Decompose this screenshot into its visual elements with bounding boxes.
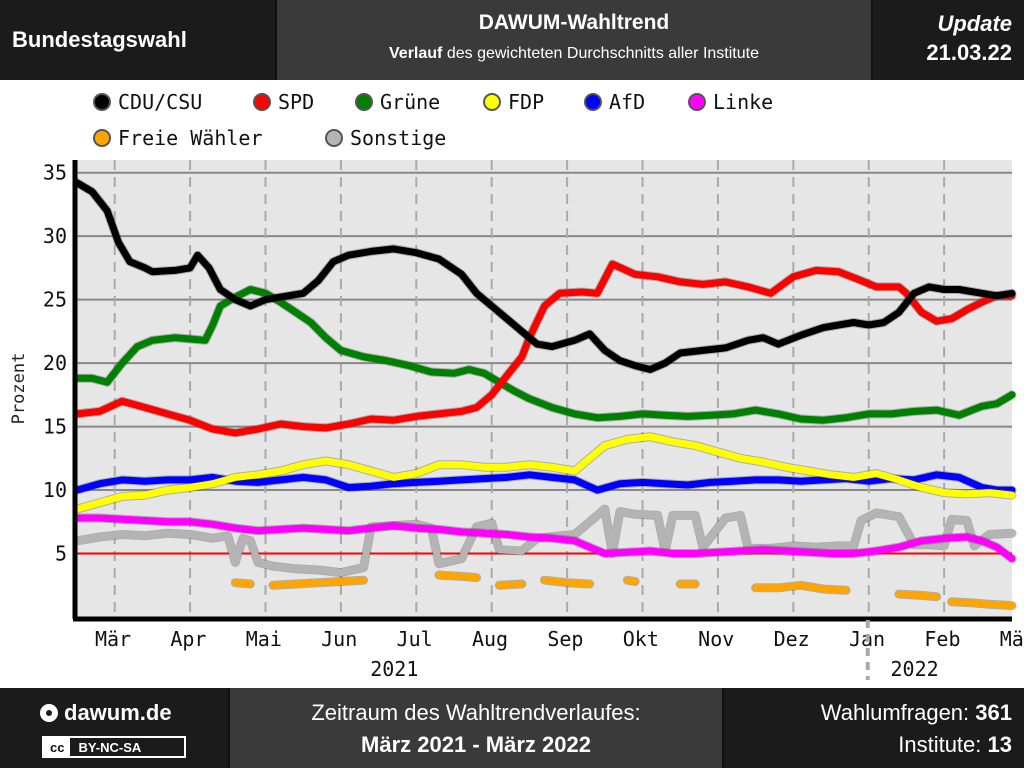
x-tick-label: Nov: [698, 627, 734, 651]
polls-value: 361: [975, 700, 1012, 725]
legend-label-linke: Linke: [713, 90, 773, 114]
cc-icon: cc: [44, 738, 71, 756]
update-label: Update: [937, 11, 1012, 36]
series-line-linke: [73, 514, 1016, 563]
legend-label-afd: AfD: [609, 90, 645, 114]
update-date: 21.03.22: [926, 40, 1012, 65]
trend-chart: 5 10 15 20 25 30 35 Prozent Mär Apr Mai Jun Jul Aug Se…: [9, 90, 1024, 681]
footer-left: dawum.de cc BY-NC-SA: [0, 688, 228, 768]
legend-label-fdp: FDP: [508, 90, 544, 114]
x-tick-label: Okt: [623, 627, 659, 651]
license-badge[interactable]: cc BY-NC-SA: [42, 736, 186, 758]
series-line-fdp: [73, 433, 1016, 513]
y-tick-label: 20: [43, 351, 67, 375]
y-tick-label: 35: [43, 161, 67, 185]
chart-title: DAWUM-Wahltrend: [478, 11, 670, 34]
y-tick-label: 10: [43, 478, 67, 502]
footer-right: Wahlumfragen: 361 Institute: 13: [724, 688, 1024, 768]
legend-marker-grüne: [355, 93, 373, 111]
legend-label-freie-wähler: Freie Wähler: [118, 126, 263, 150]
header-left: Bundestagswahl: [0, 0, 275, 80]
y-tick-label: 25: [43, 288, 67, 312]
x-tick-label: Dez: [774, 627, 810, 651]
header: Bundestagswahl DAWUM-Wahltrend Verlauf d…: [0, 0, 1024, 80]
legend-marker-sonstige: [325, 129, 343, 147]
legend-marker-cdu-csu: [93, 93, 111, 111]
dawum-logo-icon: [40, 704, 58, 722]
series-line-cdu-csu: [73, 179, 1016, 373]
footer: dawum.de cc BY-NC-SA Zeitraum des Wahltr…: [0, 688, 1024, 768]
year-label: 2021: [370, 657, 418, 681]
chart-subtitle: Verlauf des gewichteten Durchschnitts al…: [277, 45, 871, 63]
election-title: Bundestagswahl: [12, 27, 187, 52]
series-line-sonstige: [73, 505, 1016, 577]
license-text: BY-NC-SA: [78, 739, 142, 755]
period-value: März 2021 - März 2022: [361, 732, 591, 757]
year-label: 2022: [891, 657, 939, 681]
x-tick-label: Aug: [472, 627, 508, 651]
legend-label-sonstige: Sonstige: [350, 126, 446, 150]
x-tick-label: Apr: [170, 627, 206, 651]
x-tick-label: Jun: [321, 627, 357, 651]
y-tick-label: 30: [43, 224, 67, 248]
legend-label-grüne: Grüne: [380, 90, 440, 114]
institutes-value: 13: [987, 732, 1012, 757]
y-axis-label: Prozent: [9, 353, 29, 425]
legend-marker-linke: [688, 93, 706, 111]
legend-marker-afd: [584, 93, 602, 111]
series-line-spd: [73, 260, 1016, 437]
x-tick-label: Feb: [924, 627, 960, 651]
chart-subtitle-rest: des gewichteten Durchschnitts aller Inst…: [442, 45, 759, 62]
period-label: Zeitraum des Wahltrendverlaufes:: [311, 700, 641, 725]
legend-label-cdu-csu: CDU/CSU: [118, 90, 202, 114]
x-tick-label: Sep: [547, 627, 583, 651]
y-tick-label: 15: [43, 415, 67, 439]
series-line-freie-wähler: [231, 571, 1016, 610]
series-line-afd: [73, 471, 1016, 494]
x-tick-label: Mai: [246, 627, 282, 651]
polls-label: Wahlumfragen:: [820, 700, 976, 725]
legend-marker-spd: [253, 93, 271, 111]
header-center: DAWUM-Wahltrend Verlauf des gewichteten …: [277, 0, 871, 80]
site-link[interactable]: dawum.de: [40, 700, 172, 726]
y-tick-label: 5: [55, 542, 67, 566]
x-tick-label: Mär: [1000, 627, 1024, 651]
legend-marker-fdp: [483, 93, 501, 111]
series-line-grüne: [73, 286, 1016, 424]
institutes-label: Institute:: [898, 732, 988, 757]
footer-center: Zeitraum des Wahltrendverlaufes: März 20…: [230, 688, 722, 768]
site-name: dawum.de: [64, 700, 172, 725]
header-right: Update 21.03.22: [873, 0, 1024, 80]
x-tick-label: Mär: [95, 627, 131, 651]
legend-marker-freie-wähler: [93, 129, 111, 147]
x-tick-label: Jul: [397, 627, 433, 651]
polls-count: Wahlumfragen: 361: [724, 700, 1012, 726]
chart-subtitle-bold: Verlauf: [389, 45, 443, 62]
institutes-count: Institute: 13: [724, 732, 1012, 758]
legend-label-spd: SPD: [278, 90, 314, 114]
